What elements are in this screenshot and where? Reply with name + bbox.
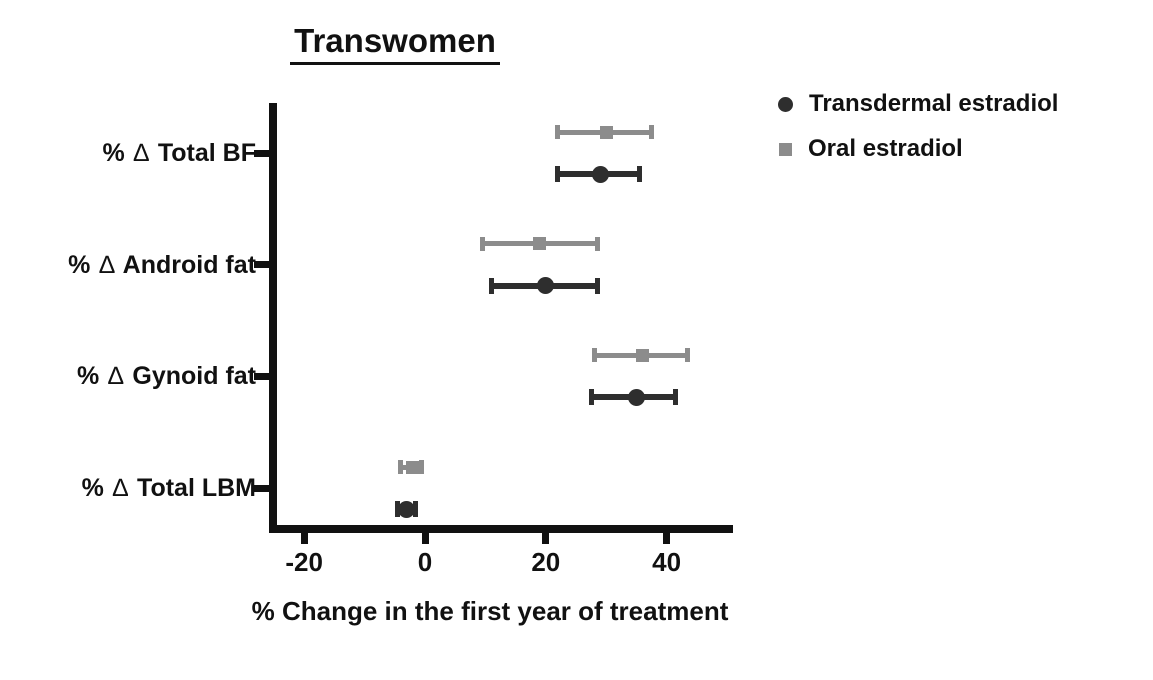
error-bar-cap-left [555,166,561,182]
error-bar-cap-right [685,348,691,363]
x-tick-mark [300,533,308,544]
legend: Transdermal estradiol Oral estradiol [778,90,1058,163]
square-marker-icon [779,142,792,156]
category-label: % ∆ Gynoid fat [76,362,256,391]
error-bar-cap-right [649,125,654,139]
x-axis-line [269,525,733,533]
error-bar-cap-left [488,277,494,294]
legend-label: Transdermal estradiol [809,90,1059,117]
chart-title: Transwomen [170,22,620,65]
error-bar-cap-right [594,236,600,251]
x-axis-label: % Change in the first year of treatment [251,596,729,626]
y-tick-mark [254,149,269,157]
data-marker-circle [398,500,416,518]
legend-entry-oral: Oral estradiol [778,135,1058,163]
error-bar-cap-left [479,236,485,251]
y-tick-mark [254,484,269,492]
x-tick-label: 20 [531,547,561,577]
x-tick-label: 0 [417,547,433,577]
x-tick-mark [663,533,671,544]
x-tick-label: -20 [285,547,323,577]
y-axis-line [269,103,277,533]
x-tick-mark [421,533,429,544]
y-tick-mark [254,372,269,380]
error-bar-cap-left [395,501,401,518]
data-marker-circle [591,165,609,183]
data-marker-square [599,125,613,139]
data-marker-circle [537,277,555,295]
data-marker-square [635,348,649,362]
error-bar-cap-left [398,460,404,475]
data-marker-circle [627,388,645,406]
x-tick-label: 40 [652,547,682,577]
data-marker-square [533,237,547,251]
error-bar-cap-left [588,389,594,406]
legend-entry-transdermal: Transdermal estradiol [778,90,1058,118]
error-bar-cap-right [594,277,600,294]
y-tick-mark [254,261,269,269]
error-bar-cap-right [413,501,419,518]
data-marker-square [406,460,420,474]
error-bar-cap-left [555,125,561,139]
error-bar-cap-left [591,348,597,363]
error-bar-cap-right [673,389,679,406]
error-bar-cap-right [419,460,425,475]
circle-marker-icon [778,96,793,112]
error-bar-cap-right [636,166,642,182]
legend-label: Oral estradiol [808,135,963,162]
category-label: % ∆ Total LBM [81,474,256,503]
x-tick-mark [542,533,550,544]
category-label: % ∆ Android fat [68,250,256,279]
category-label: % ∆ Total BF [102,139,256,167]
